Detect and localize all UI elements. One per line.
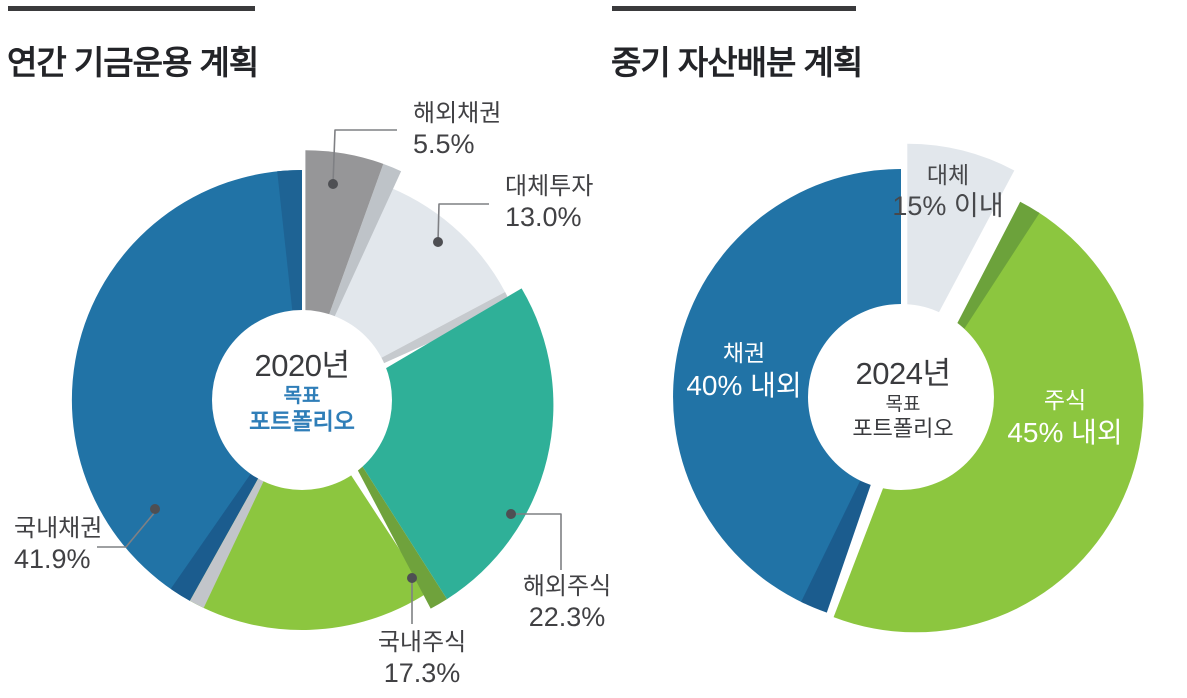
center-year: 2024년 — [855, 356, 951, 391]
donut-hole — [212, 310, 392, 490]
annual-donut-center-label: 2020년 목표 포트폴리오 — [212, 349, 392, 434]
right-title-rule — [612, 6, 856, 11]
callout-value: 13.0% — [505, 202, 582, 232]
callout-dot — [506, 509, 516, 519]
callout-value: 5.5% — [413, 129, 475, 159]
slice-label-name: 주식 — [1043, 387, 1087, 413]
slice-label-value: 40% 내외 — [686, 370, 802, 401]
callout-label: 해외주식 — [522, 573, 612, 600]
callout-label: 대체투자 — [505, 173, 594, 200]
callout-foreign-bonds: 해외채권 5.5% — [413, 100, 502, 160]
midterm-donut-center-label: 2024년 목표 포트폴리오 — [813, 357, 993, 441]
center-goal-text: 목표 — [885, 394, 921, 415]
donut-slice-해외주식 — [323, 288, 554, 600]
slice-label-name: 대체 — [926, 162, 970, 188]
slice-label-name: 채권 — [722, 340, 766, 366]
callout-label: 해외채권 — [413, 100, 502, 127]
annual-fund-plan-donut — [71, 129, 562, 631]
callout-connector-line — [332, 129, 397, 185]
callout-dot — [433, 237, 443, 247]
callout-alternative-investment: 대체투자 13.0% — [505, 173, 594, 233]
callout-domestic-stocks: 국내주식 17.3% — [367, 629, 477, 689]
callout-connector-line — [511, 513, 562, 570]
midterm-asset-allocation-donut — [673, 143, 1144, 633]
callout-dot — [407, 573, 417, 583]
left-chart-title: 연간 기금운용 계획 — [7, 44, 259, 81]
callout-label: 국내채권 — [14, 515, 103, 542]
donut-hole — [808, 304, 994, 490]
callout-value: 22.3% — [528, 602, 606, 632]
right-chart-title: 중기 자산배분 계획 — [611, 44, 863, 81]
callout-label: 국내주식 — [377, 629, 467, 656]
callout-value: 41.9% — [14, 544, 91, 574]
center-year: 2020년 — [254, 348, 350, 383]
donut-slice-채권 — [673, 169, 901, 604]
slice-label-stocks: 주식 45% 내외 — [1003, 388, 1127, 448]
callout-dot — [328, 179, 338, 189]
callout-connector-line — [97, 511, 156, 548]
callout-connector-line — [437, 203, 489, 243]
slice-label-value: 15% 이내 — [892, 191, 1004, 221]
callout-dot — [150, 504, 160, 514]
callout-domestic-bonds: 국내채권 41.9% — [14, 515, 103, 575]
slice-label-value: 45% 내외 — [1007, 417, 1123, 448]
slice-label-alternative: 대체 15% 이내 — [886, 162, 1010, 222]
left-title-rule — [8, 6, 255, 11]
center-portfolio-text: 포트폴리오 — [249, 408, 355, 434]
center-goal-text: 목표 — [283, 385, 321, 407]
slice-label-bonds: 채권 40% 내외 — [682, 341, 806, 401]
callout-foreign-stocks: 해외주식 22.3% — [512, 573, 622, 633]
callout-value: 17.3% — [383, 658, 461, 688]
center-portfolio-text: 포트폴리오 — [852, 416, 954, 441]
donut-slice-국내주식 — [189, 400, 428, 631]
